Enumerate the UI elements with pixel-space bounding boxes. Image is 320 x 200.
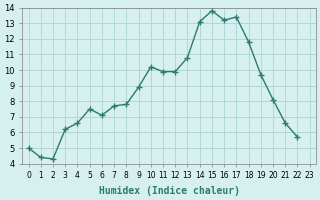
X-axis label: Humidex (Indice chaleur): Humidex (Indice chaleur) bbox=[99, 186, 240, 196]
